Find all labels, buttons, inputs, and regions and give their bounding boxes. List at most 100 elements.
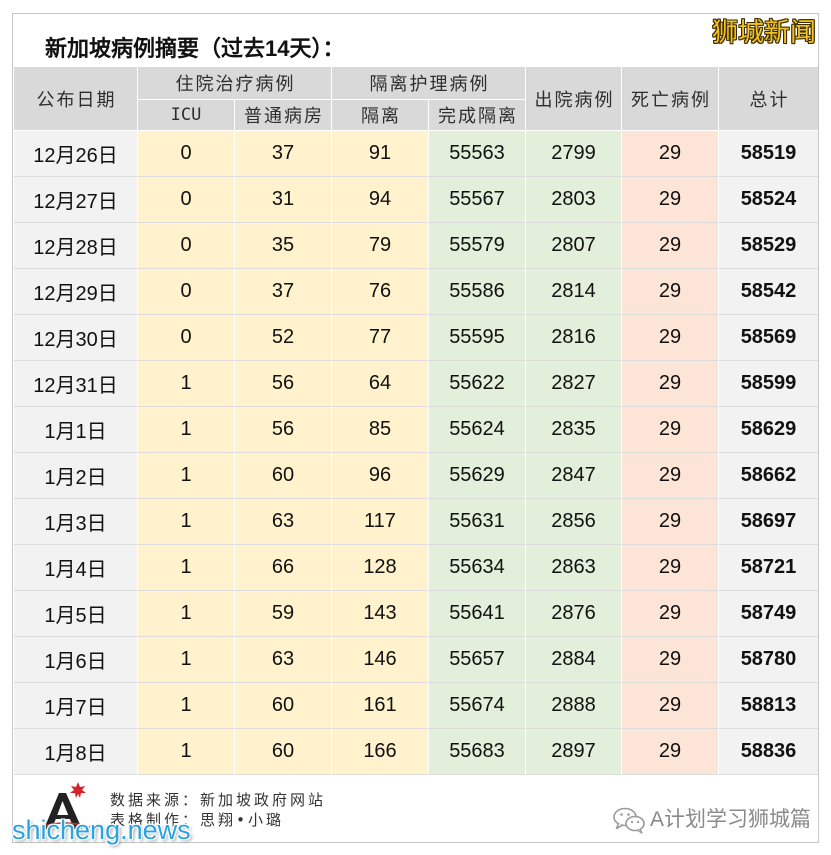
cell-icu: 0 bbox=[138, 315, 235, 361]
header-deaths: 死亡病例 bbox=[622, 67, 719, 131]
logo-icon bbox=[41, 782, 91, 829]
cell-discharged: 2856 bbox=[526, 499, 622, 545]
cell-total: 58697 bbox=[719, 499, 818, 545]
cell-deaths: 29 bbox=[622, 453, 719, 499]
cell-completed-isolation: 55674 bbox=[429, 683, 526, 729]
cell-total: 58519 bbox=[719, 131, 818, 177]
table-row: 12月27日 0 31 94 55567 2803 29 58524 bbox=[14, 177, 818, 223]
table-row: 1月7日 1 60 161 55674 2888 29 58813 bbox=[14, 683, 818, 729]
cell-general-ward: 52 bbox=[235, 315, 332, 361]
table-row: 12月26日 0 37 91 55563 2799 29 58519 bbox=[14, 131, 818, 177]
cell-general-ward: 56 bbox=[235, 361, 332, 407]
cell-deaths: 29 bbox=[622, 637, 719, 683]
cell-icu: 1 bbox=[138, 453, 235, 499]
logo-letter-a bbox=[44, 793, 82, 829]
cell-total: 58749 bbox=[719, 591, 818, 637]
cell-total: 58662 bbox=[719, 453, 818, 499]
cell-deaths: 29 bbox=[622, 729, 719, 775]
cell-total: 58569 bbox=[719, 315, 818, 361]
header-general-ward: 普通病房 bbox=[235, 100, 332, 131]
cell-date: 12月26日 bbox=[14, 131, 138, 177]
cell-isolation: 166 bbox=[332, 729, 429, 775]
table-row: 1月4日 1 66 128 55634 2863 29 58721 bbox=[14, 545, 818, 591]
table-row: 12月28日 0 35 79 55579 2807 29 58529 bbox=[14, 223, 818, 269]
cell-total: 58813 bbox=[719, 683, 818, 729]
table-row: 1月2日 1 60 96 55629 2847 29 58662 bbox=[14, 453, 818, 499]
table-body: 12月26日 0 37 91 55563 2799 29 58519 12月27日 0 31 94 55… bbox=[14, 131, 818, 775]
table-row: 12月29日 0 37 76 55586 2814 29 58542 bbox=[14, 269, 818, 315]
cell-icu: 1 bbox=[138, 683, 235, 729]
cell-isolation: 91 bbox=[332, 131, 429, 177]
cell-icu: 0 bbox=[138, 269, 235, 315]
table-row: 1月5日 1 59 143 55641 2876 29 58749 bbox=[14, 591, 818, 637]
data-source: 数据来源：新加坡政府网站 bbox=[110, 791, 327, 809]
cell-completed-isolation: 55579 bbox=[429, 223, 526, 269]
cell-icu: 1 bbox=[138, 499, 235, 545]
cell-general-ward: 37 bbox=[235, 131, 332, 177]
cell-total: 58629 bbox=[719, 407, 818, 453]
cell-total: 58836 bbox=[719, 729, 818, 775]
table-row: 1月1日 1 56 85 55624 2835 29 58629 bbox=[14, 407, 818, 453]
cell-completed-isolation: 55622 bbox=[429, 361, 526, 407]
cell-date: 1月3日 bbox=[14, 499, 138, 545]
cell-date: 12月31日 bbox=[14, 361, 138, 407]
wechat-icon bbox=[613, 807, 645, 834]
cell-deaths: 29 bbox=[622, 361, 719, 407]
page-title: 新加坡病例摘要（过去14天）： bbox=[45, 36, 345, 61]
cell-completed-isolation: 55683 bbox=[429, 729, 526, 775]
cell-general-ward: 63 bbox=[235, 637, 332, 683]
cell-completed-isolation: 55634 bbox=[429, 545, 526, 591]
cell-isolation: 77 bbox=[332, 315, 429, 361]
table-row: 1月6日 1 63 146 55657 2884 29 58780 bbox=[14, 637, 818, 683]
cell-total: 58721 bbox=[719, 545, 818, 591]
cell-deaths: 29 bbox=[622, 223, 719, 269]
cell-date: 1月8日 bbox=[14, 729, 138, 775]
cell-discharged: 2888 bbox=[526, 683, 622, 729]
header-completed-isolation: 完成隔离 bbox=[429, 100, 526, 131]
cell-discharged: 2807 bbox=[526, 223, 622, 269]
cell-general-ward: 59 bbox=[235, 591, 332, 637]
cell-icu: 0 bbox=[138, 223, 235, 269]
cell-deaths: 29 bbox=[622, 269, 719, 315]
cell-completed-isolation: 55629 bbox=[429, 453, 526, 499]
table-credit: 表格制作：思翔•小璐 bbox=[110, 811, 285, 829]
site-watermark: shicheng.news bbox=[12, 815, 191, 845]
logo-leaf bbox=[70, 782, 86, 798]
cell-total: 58529 bbox=[719, 223, 818, 269]
cell-discharged: 2814 bbox=[526, 269, 622, 315]
cell-completed-isolation: 55624 bbox=[429, 407, 526, 453]
cell-general-ward: 63 bbox=[235, 499, 332, 545]
cell-general-ward: 66 bbox=[235, 545, 332, 591]
cell-date: 12月29日 bbox=[14, 269, 138, 315]
cell-discharged: 2816 bbox=[526, 315, 622, 361]
cell-completed-isolation: 55586 bbox=[429, 269, 526, 315]
cell-general-ward: 60 bbox=[235, 683, 332, 729]
cell-isolation: 146 bbox=[332, 637, 429, 683]
cell-date: 12月28日 bbox=[14, 223, 138, 269]
header-date: 公布日期 bbox=[14, 67, 138, 131]
cell-total: 58524 bbox=[719, 177, 818, 223]
header-isolation: 隔离 bbox=[332, 100, 429, 131]
cell-isolation: 94 bbox=[332, 177, 429, 223]
top-watermark: 狮城新闻 bbox=[712, 17, 817, 47]
cell-date: 1月1日 bbox=[14, 407, 138, 453]
cell-isolation: 117 bbox=[332, 499, 429, 545]
cell-date: 12月27日 bbox=[14, 177, 138, 223]
cell-deaths: 29 bbox=[622, 545, 719, 591]
cell-date: 1月4日 bbox=[14, 545, 138, 591]
cell-isolation: 161 bbox=[332, 683, 429, 729]
cell-deaths: 29 bbox=[622, 407, 719, 453]
table-row: 1月3日 1 63 117 55631 2856 29 58697 bbox=[14, 499, 818, 545]
cell-discharged: 2863 bbox=[526, 545, 622, 591]
cell-date: 1月5日 bbox=[14, 591, 138, 637]
cell-date: 1月2日 bbox=[14, 453, 138, 499]
cell-date: 1月7日 bbox=[14, 683, 138, 729]
cell-isolation: 64 bbox=[332, 361, 429, 407]
table-row: 1月8日 1 60 166 55683 2897 29 58836 bbox=[14, 729, 818, 775]
cell-general-ward: 35 bbox=[235, 223, 332, 269]
wechat-account-name: A计划学习狮城篇 bbox=[650, 808, 812, 831]
cell-icu: 0 bbox=[138, 131, 235, 177]
cell-discharged: 2835 bbox=[526, 407, 622, 453]
image-frame bbox=[12, 13, 819, 843]
cell-isolation: 79 bbox=[332, 223, 429, 269]
